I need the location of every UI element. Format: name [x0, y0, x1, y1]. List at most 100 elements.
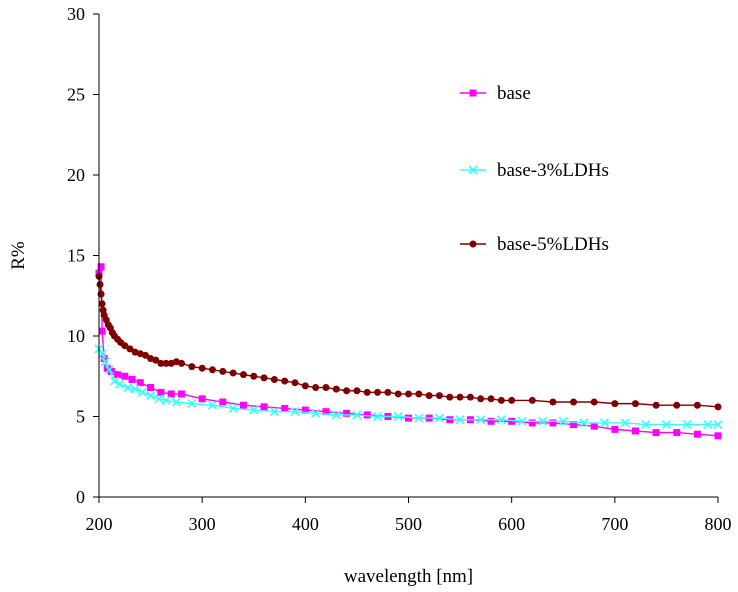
data-point	[558, 416, 568, 426]
data-point	[579, 418, 589, 428]
data-point	[508, 396, 516, 404]
data-point	[250, 372, 258, 380]
data-point	[590, 422, 598, 430]
data-point	[714, 403, 722, 411]
data-point	[128, 375, 136, 383]
data-point	[187, 399, 197, 409]
data-point	[497, 396, 505, 404]
data-point	[343, 409, 351, 417]
series-line	[98, 266, 719, 437]
data-point	[260, 374, 268, 382]
data-point	[528, 419, 536, 427]
data-point	[343, 387, 351, 395]
data-point	[121, 342, 129, 350]
series-layer	[94, 263, 723, 440]
legend-item: base-3%LDHs	[460, 160, 609, 181]
data-point	[281, 377, 289, 385]
data-point	[322, 408, 330, 416]
data-point	[198, 364, 206, 372]
data-point	[208, 366, 216, 374]
data-point	[466, 393, 474, 401]
data-point	[290, 407, 300, 417]
data-point	[611, 400, 619, 408]
data-point	[301, 382, 309, 390]
data-point	[652, 429, 660, 437]
y-tick-label: 30	[67, 4, 85, 24]
data-point	[130, 384, 140, 394]
data-point	[219, 398, 227, 406]
data-point	[476, 415, 486, 425]
data-point	[152, 356, 160, 364]
data-point	[270, 375, 278, 383]
data-point	[331, 410, 341, 420]
data-point	[620, 418, 630, 428]
data-point	[126, 345, 134, 353]
data-point	[114, 371, 122, 379]
data-point	[487, 417, 495, 425]
data-point	[123, 382, 133, 393]
data-point	[456, 393, 464, 401]
data-point	[229, 369, 237, 377]
legend-marker	[469, 240, 477, 248]
y-axis-title: R%	[8, 241, 29, 270]
series-base-3-ldhs	[94, 344, 723, 430]
data-point	[157, 359, 165, 367]
data-point	[641, 419, 651, 430]
data-point	[167, 390, 175, 398]
data-point	[405, 414, 412, 422]
data-point	[673, 429, 681, 437]
data-point	[171, 397, 181, 407]
data-point	[549, 419, 557, 427]
data-point	[249, 405, 259, 415]
data-point	[178, 390, 186, 398]
data-point	[713, 419, 723, 430]
data-point	[590, 398, 598, 406]
data-point	[414, 413, 424, 423]
data-point	[363, 411, 371, 419]
data-point	[136, 379, 144, 387]
data-point	[322, 384, 330, 392]
series-line	[98, 276, 719, 408]
series-base	[95, 263, 722, 440]
data-point	[549, 398, 557, 406]
y-tick-label: 20	[67, 165, 85, 185]
data-point	[146, 391, 156, 401]
data-point	[570, 398, 578, 406]
legend-marker	[469, 89, 477, 97]
data-point	[425, 392, 433, 400]
y-tick-label: 25	[67, 85, 85, 105]
data-point	[100, 357, 110, 367]
x-tick-label: 700	[601, 514, 628, 534]
data-point	[372, 411, 383, 422]
data-point	[703, 419, 713, 430]
data-point	[161, 395, 171, 405]
y-tick-label: 15	[67, 246, 85, 266]
data-point	[477, 395, 485, 403]
x-tick-label: 200	[86, 514, 113, 534]
data-point	[363, 388, 371, 396]
data-point	[673, 401, 681, 409]
data-point	[178, 359, 186, 367]
data-point	[631, 427, 639, 435]
data-point	[260, 403, 268, 411]
legend: base base-3%LDHs base-5%LDHs	[460, 83, 609, 255]
data-point	[137, 387, 147, 397]
data-point	[207, 400, 218, 410]
data-point	[374, 388, 382, 396]
x-tick-label: 500	[395, 514, 422, 534]
data-point	[528, 396, 536, 404]
data-point	[496, 415, 506, 425]
data-point	[269, 407, 279, 417]
legend-item: base	[460, 83, 531, 104]
data-point	[393, 411, 403, 422]
data-point	[353, 387, 361, 395]
data-point	[98, 300, 106, 308]
data-point	[147, 384, 155, 392]
data-point	[435, 392, 443, 400]
data-point	[228, 403, 238, 414]
legend-marker	[468, 165, 478, 175]
data-point	[239, 371, 247, 379]
data-point	[332, 385, 340, 393]
data-point	[157, 388, 165, 396]
legend-item: base-5%LDHs	[460, 234, 609, 255]
